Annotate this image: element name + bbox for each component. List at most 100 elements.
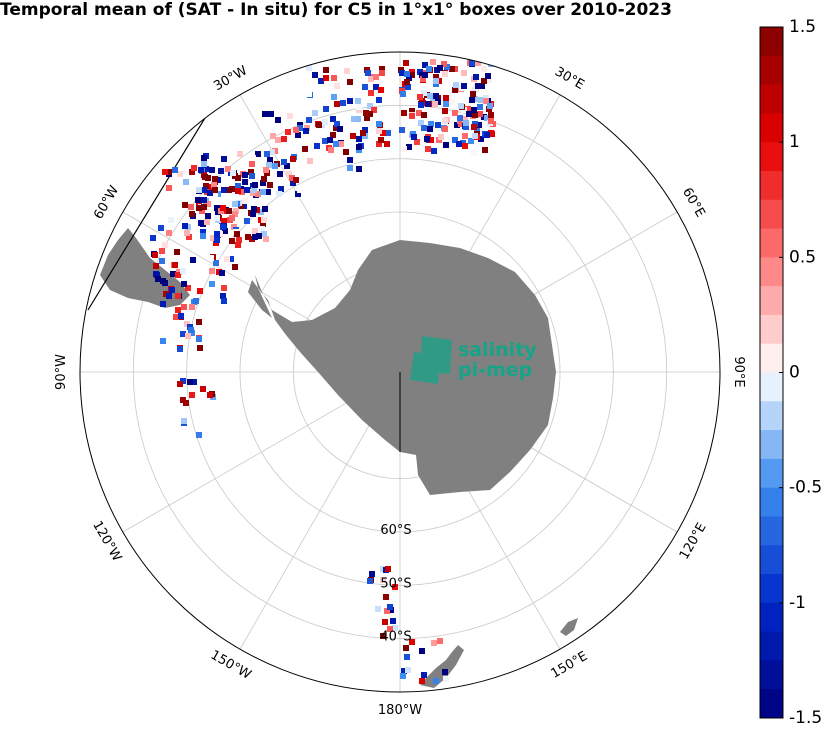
data-cell — [235, 188, 241, 194]
data-cell — [488, 112, 494, 118]
data-cell — [256, 233, 262, 239]
data-cell — [471, 107, 477, 113]
colorbar-swatch — [760, 487, 783, 517]
data-cell — [209, 167, 215, 173]
data-cell — [302, 146, 308, 152]
data-cell — [477, 104, 483, 110]
data-cell — [433, 678, 439, 684]
south-america-landmass — [100, 228, 190, 308]
data-cell — [235, 183, 241, 189]
data-cell — [331, 94, 337, 100]
data-cell — [191, 165, 197, 171]
data-cell — [463, 124, 469, 130]
data-cell — [267, 157, 273, 163]
data-cell — [212, 187, 218, 193]
data-cell — [160, 338, 166, 344]
data-cell — [421, 90, 427, 96]
data-cell — [290, 156, 296, 162]
data-cell — [356, 144, 362, 150]
data-cell — [177, 346, 183, 352]
data-cell — [435, 122, 441, 128]
data-cell — [331, 75, 337, 81]
data-cell — [261, 231, 267, 237]
data-cell — [201, 204, 207, 210]
colorbar-swatch — [760, 314, 783, 345]
data-cell — [428, 121, 434, 127]
data-cell — [466, 111, 472, 117]
data-cell — [162, 242, 168, 248]
data-cell — [409, 639, 415, 645]
data-cell — [287, 113, 293, 119]
data-cell — [452, 87, 458, 93]
data-cell — [214, 237, 220, 243]
data-cell — [213, 260, 219, 266]
data-cell — [155, 276, 161, 282]
colorbar-swatch — [760, 55, 783, 86]
data-cell — [182, 223, 188, 229]
data-cell — [404, 654, 410, 660]
data-cell — [150, 235, 156, 241]
data-cell — [267, 182, 273, 188]
data-cell — [323, 75, 329, 81]
data-cell — [418, 102, 424, 108]
data-cell — [470, 91, 476, 97]
data-cell — [379, 66, 385, 72]
data-cell — [261, 217, 267, 223]
data-cell — [166, 185, 172, 191]
data-cell — [475, 83, 481, 89]
data-cell — [244, 187, 250, 193]
data-cell — [197, 288, 203, 294]
data-cell — [371, 107, 377, 113]
data-cell — [293, 127, 299, 133]
data-cell — [469, 60, 475, 66]
data-cell — [264, 151, 270, 157]
data-cell — [173, 314, 179, 320]
colorbar-swatch — [760, 199, 783, 230]
data-cell — [347, 165, 353, 171]
data-cell — [175, 293, 181, 299]
data-cell — [190, 257, 196, 263]
data-cell — [220, 224, 226, 230]
data-cell — [368, 76, 374, 82]
colorbar-swatch — [760, 660, 783, 690]
data-cell — [166, 230, 172, 236]
data-cell — [376, 141, 382, 147]
data-cell — [193, 298, 199, 304]
data-cell — [443, 142, 449, 148]
data-cell — [409, 108, 415, 114]
data-cell — [442, 669, 448, 675]
data-cell — [400, 91, 406, 97]
data-cell — [462, 143, 468, 149]
data-cell — [449, 66, 455, 72]
data-cell — [322, 138, 328, 144]
data-cell — [426, 66, 432, 72]
data-cell — [228, 256, 234, 262]
lon-label: 30°E — [552, 64, 587, 93]
data-cell — [443, 101, 449, 107]
data-cell — [200, 233, 206, 239]
data-cell — [392, 625, 398, 631]
data-cell — [344, 68, 350, 74]
data-cell — [195, 197, 201, 203]
data-cell — [442, 71, 448, 77]
data-cell — [295, 132, 301, 138]
data-cell — [201, 197, 207, 203]
data-cell — [419, 678, 425, 684]
data-cell — [220, 205, 226, 211]
data-cell — [375, 606, 381, 612]
data-cell — [285, 129, 291, 135]
data-cell — [403, 60, 409, 66]
data-cell — [218, 168, 224, 174]
data-cell — [421, 112, 427, 118]
data-cell — [373, 74, 379, 80]
data-cell — [384, 608, 390, 614]
data-cell — [337, 126, 343, 132]
data-cell — [385, 130, 391, 136]
data-cell — [219, 270, 225, 276]
data-cell — [221, 191, 227, 197]
data-cell — [367, 111, 373, 117]
data-cell — [252, 234, 258, 240]
data-cell — [286, 171, 292, 177]
data-cell — [473, 74, 479, 80]
data-cell — [266, 162, 272, 168]
